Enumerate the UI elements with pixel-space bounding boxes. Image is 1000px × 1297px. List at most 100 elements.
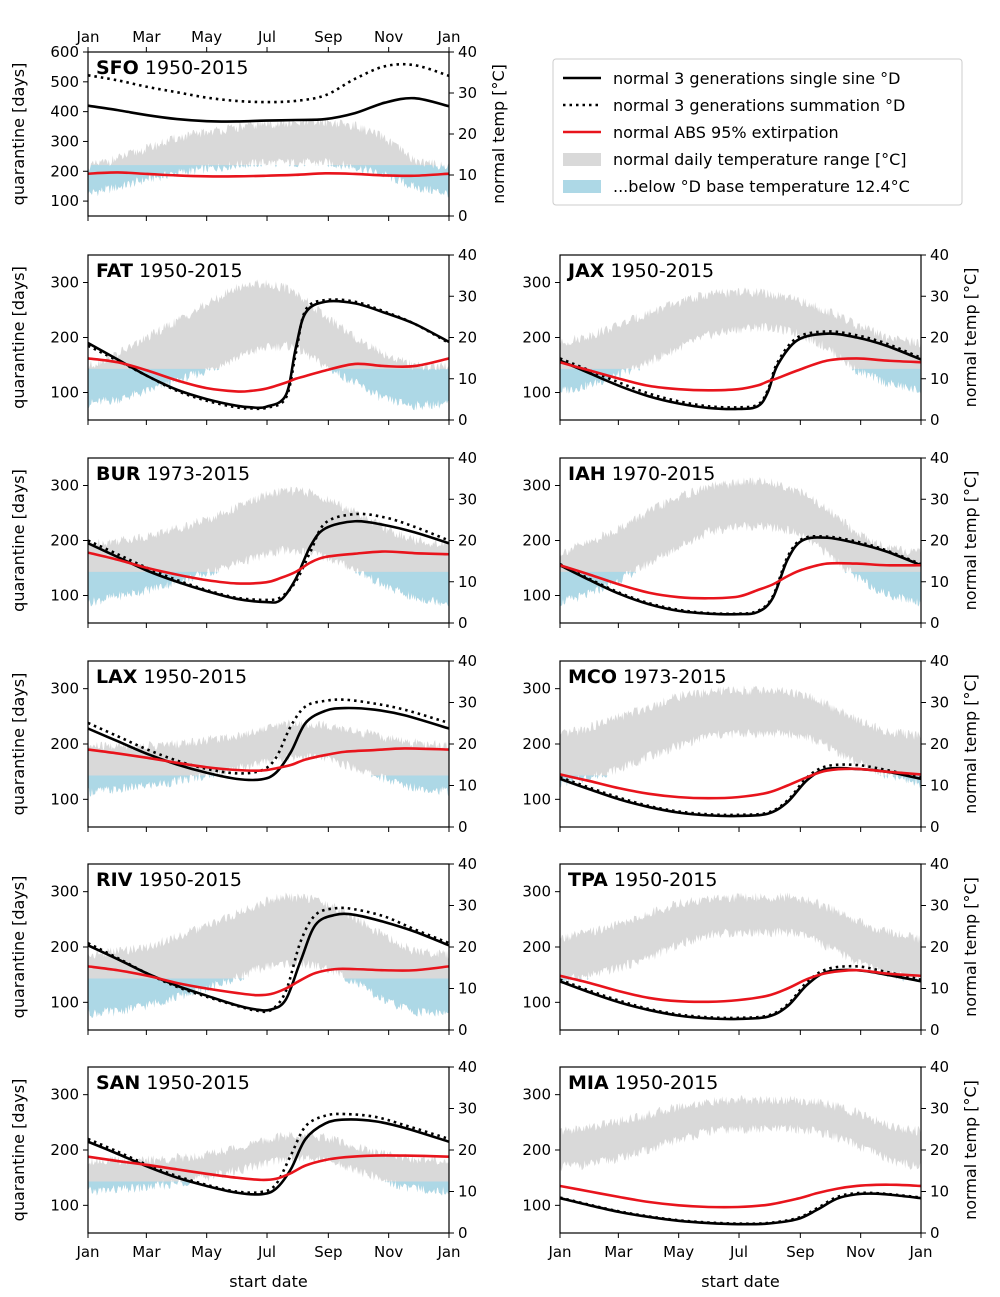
panel-tpa: TPA 1950-2015 100 200 300 0 10 20 30 40 normal te… bbox=[522, 855, 980, 1039]
panel-title-years: 1973-2015 bbox=[141, 463, 251, 485]
panel-title: JAX 1950-2015 bbox=[566, 260, 714, 282]
y-axis-label: quarantine [days] bbox=[9, 673, 28, 816]
y-tick-label: 200 bbox=[522, 1141, 551, 1159]
panel-sfo: SFO 1950-2015 100 200 300 400 500 600 0 10 20 30 40… bbox=[9, 28, 508, 225]
panel-title: SAN 1950-2015 bbox=[96, 1072, 250, 1094]
below-base-band bbox=[560, 978, 921, 984]
panel-title-years: 1950-2015 bbox=[137, 666, 247, 688]
y-right-axis-label: normal temp [°C] bbox=[961, 1080, 980, 1220]
y-tick-label: 300 bbox=[522, 883, 551, 901]
legend-swatch-temp-range bbox=[563, 153, 601, 166]
y-axis-label: quarantine [days] bbox=[9, 469, 28, 612]
y-tick-label: 200 bbox=[50, 1141, 79, 1159]
x-axis-label: start date bbox=[229, 1272, 307, 1291]
series-abs bbox=[88, 550, 449, 585]
y-tick-label: 200 bbox=[50, 938, 79, 956]
series-abs bbox=[560, 767, 921, 800]
legend-frame bbox=[552, 58, 963, 206]
temp-range-band bbox=[560, 892, 921, 984]
y-right-axis-label: normal temp [°C] bbox=[489, 64, 508, 204]
plot-area bbox=[560, 685, 921, 818]
y-right-tick-label: 20 bbox=[458, 329, 477, 347]
y-right-tick-label: 0 bbox=[930, 614, 940, 632]
y-right-tick-label: 30 bbox=[930, 1100, 949, 1118]
y-tick-label: 200 bbox=[50, 735, 79, 753]
panel-title: FAT 1950-2015 bbox=[96, 260, 243, 282]
y-right-tick-label: 0 bbox=[930, 1224, 940, 1242]
below-base-band bbox=[88, 165, 449, 198]
y-right-tick-label: 0 bbox=[930, 411, 940, 429]
y-tick-label: 300 bbox=[50, 680, 79, 698]
plot-area bbox=[560, 476, 921, 616]
panel-fat: FAT 1950-2015 100 200 300 0 10 20 30 40 quarantin… bbox=[9, 246, 477, 429]
x-tick-label: Jul bbox=[257, 1243, 276, 1261]
legend-label-single-sine: normal 3 generations single sine °D bbox=[613, 69, 900, 88]
panel-bur: BUR 1973-2015 100 200 300 0 10 20 30 40 quarantin… bbox=[9, 449, 477, 632]
panel-title-years: 1950-2015 bbox=[140, 1072, 250, 1094]
panel-lax: LAX 1950-2015 100 200 300 0 10 20 30 40 quarantin… bbox=[9, 652, 477, 836]
series-abs bbox=[560, 561, 921, 600]
legend-swatch-below-base bbox=[563, 180, 601, 193]
y-right-tick-label: 10 bbox=[930, 1183, 949, 1201]
y-right-tick-label: 0 bbox=[458, 1224, 468, 1242]
panel-title-years: 1973-2015 bbox=[617, 666, 727, 688]
legend: normal 3 generations single sine °D norm… bbox=[552, 58, 963, 206]
series-single-sine bbox=[560, 536, 921, 616]
y-right-tick-label: 30 bbox=[458, 1100, 477, 1118]
y-right-tick-label: 20 bbox=[930, 938, 949, 956]
panel-title-years: 1950-2015 bbox=[604, 260, 714, 282]
y-axis-label: quarantine [days] bbox=[9, 63, 28, 206]
y-right-axis-label: normal temp [°C] bbox=[961, 268, 980, 408]
y-tick-label: 100 bbox=[50, 790, 79, 808]
temp-range-band bbox=[88, 117, 449, 198]
y-tick-label: 300 bbox=[50, 883, 79, 901]
x-tick-label: Jan bbox=[75, 1243, 99, 1261]
panel-title-years: 1950-2015 bbox=[608, 869, 718, 891]
y-right-axis-label: normal temp [°C] bbox=[961, 877, 980, 1017]
x-tick-label: May bbox=[191, 28, 222, 46]
plot-area bbox=[88, 892, 449, 1018]
x-tick-label: Sep bbox=[786, 1243, 814, 1261]
below-base-band bbox=[88, 775, 449, 797]
series-summation bbox=[560, 964, 921, 1020]
x-tick-label: Sep bbox=[314, 1243, 342, 1261]
y-right-tick-label: 30 bbox=[458, 84, 477, 102]
panel-title-code: MIA bbox=[568, 1072, 609, 1094]
panel-title-code: SAN bbox=[96, 1072, 140, 1094]
panel-jax: JAX 1950-2015 100 200 300 0 10 20 30 40 normal te… bbox=[522, 246, 980, 429]
y-right-tick-label: 10 bbox=[458, 573, 477, 591]
y-right-tick-label: 20 bbox=[930, 735, 949, 753]
temp-range-band bbox=[560, 287, 921, 396]
series-abs bbox=[88, 747, 449, 772]
below-base-band bbox=[560, 775, 921, 789]
panel-title: MIA 1950-2015 bbox=[568, 1072, 718, 1094]
panel-title: IAH 1970-2015 bbox=[568, 463, 715, 485]
legend-label-temp-range: normal daily temperature range [°C] bbox=[613, 150, 906, 169]
panel-title: BUR 1973-2015 bbox=[96, 463, 250, 485]
y-right-tick-label: 10 bbox=[930, 980, 949, 998]
panel-title-years: 1950-2015 bbox=[139, 57, 249, 79]
y-tick-label: 100 bbox=[522, 1196, 551, 1214]
x-tick-label: May bbox=[663, 1243, 694, 1261]
y-right-tick-label: 20 bbox=[458, 125, 477, 143]
panel-title: LAX 1950-2015 bbox=[96, 666, 247, 688]
y-right-tick-label: 30 bbox=[458, 897, 477, 915]
y-tick-label: 100 bbox=[522, 587, 551, 605]
y-right-tick-label: 40 bbox=[930, 246, 949, 264]
y-axis-label: quarantine [days] bbox=[9, 1079, 28, 1222]
x-tick-label: Mar bbox=[604, 1243, 633, 1261]
y-tick-label: 100 bbox=[50, 192, 79, 210]
series-single-sine bbox=[560, 968, 921, 1021]
series-summation bbox=[560, 763, 921, 817]
legend-label-below-base: ...below °D base temperature 12.4°C bbox=[613, 177, 910, 196]
y-right-tick-label: 10 bbox=[930, 370, 949, 388]
x-tick-label: Sep bbox=[314, 28, 342, 46]
y-axis-label: quarantine [days] bbox=[9, 266, 28, 409]
series-single-sine bbox=[88, 519, 449, 604]
panel-title-code: LAX bbox=[96, 666, 138, 688]
y-tick-label: 300 bbox=[522, 680, 551, 698]
x-tick-label: Mar bbox=[132, 1243, 161, 1261]
y-right-tick-label: 0 bbox=[458, 818, 468, 836]
legend-label-abs: normal ABS 95% extirpation bbox=[613, 123, 839, 142]
